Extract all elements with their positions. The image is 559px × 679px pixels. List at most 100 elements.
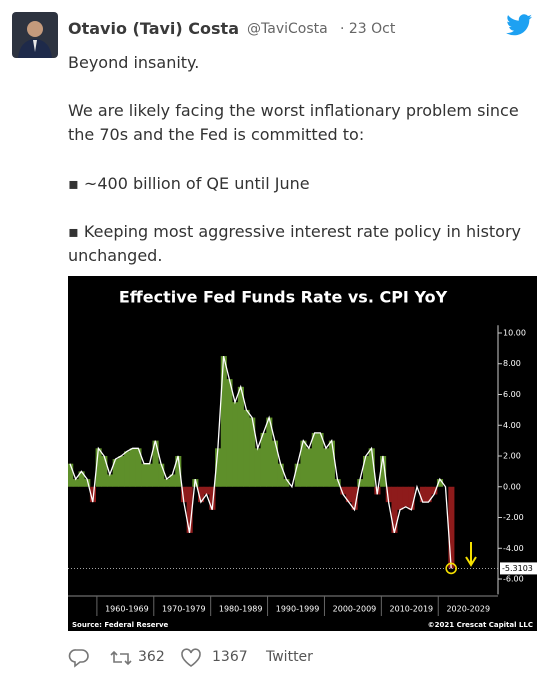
area-fill — [436, 479, 444, 487]
y-tick-label: 2.00 — [503, 452, 521, 461]
chart: Effective Fed Funds Rate vs. CPI YoY Sou… — [68, 276, 537, 631]
like-count: 1367 — [212, 649, 248, 665]
area-fill — [271, 440, 279, 487]
area-fill — [163, 479, 170, 487]
author[interactable]: Otavio (Tavi) Costa — [68, 19, 239, 38]
y-tick-label: 6.00 — [503, 390, 521, 399]
area-fill — [249, 417, 256, 487]
y-tick-label: 4.00 — [503, 421, 521, 430]
tweet-text: Beyond insanity. — [68, 53, 200, 72]
area-fill — [431, 486, 438, 495]
area-fill — [175, 456, 182, 487]
area-fill — [232, 402, 239, 487]
retweet-button[interactable] — [110, 648, 132, 668]
value-box — [500, 562, 537, 575]
value-label: -5.3103 — [502, 564, 533, 573]
area-fill — [215, 448, 222, 487]
area-fill — [340, 486, 347, 495]
area-fill — [328, 440, 335, 487]
arrow — [465, 542, 477, 567]
area-fill — [357, 479, 364, 487]
handle[interactable]: @TaviCosta — [247, 21, 328, 37]
area-fill — [180, 486, 188, 503]
area-fill — [391, 486, 398, 533]
area-fill — [317, 432, 324, 487]
area-fill — [186, 486, 193, 533]
y-tick-label: -6.00 — [503, 575, 524, 584]
area-fill — [101, 456, 108, 487]
area-fill — [141, 463, 148, 487]
area-fill — [135, 448, 142, 487]
y-tick-label: 0.00 — [503, 482, 521, 491]
source-link[interactable]: Twitter — [266, 649, 313, 665]
area-fill — [198, 486, 205, 503]
y-tick-label: -2.00 — [503, 513, 524, 522]
chart-title: Effective Fed Funds Rate vs. CPI YoY — [119, 288, 448, 307]
chart-copyright: ©2021 Crescat Capital LLC — [428, 621, 533, 629]
x-tick-label: 2020-2029 — [446, 605, 490, 614]
y-tick-label: -4.00 — [503, 544, 524, 553]
area-fill — [294, 463, 301, 487]
area-fill — [351, 486, 358, 510]
area-fill — [385, 486, 392, 503]
area-fill — [152, 440, 159, 487]
area-fill — [408, 486, 415, 510]
x-tick-label: 1960-1969 — [105, 605, 149, 614]
area-fill — [260, 432, 267, 487]
last-point — [445, 562, 457, 575]
retweet-count: 362 — [138, 649, 165, 665]
tweet-text: We are likely facing the worst inflation… — [68, 101, 519, 144]
area-fill — [277, 463, 284, 487]
area-fill — [334, 479, 341, 487]
avatar[interactable] — [12, 12, 58, 58]
area-fill — [226, 379, 233, 487]
area-fill — [243, 409, 250, 487]
x-tick-label: 1970-1979 — [162, 605, 206, 614]
line — [69, 355, 452, 569]
y-tick-label: 10.00 — [503, 328, 526, 337]
area-fill — [106, 474, 114, 487]
y-tick-label: 8.00 — [503, 359, 521, 368]
area-fill — [323, 448, 330, 487]
area-fill — [448, 486, 455, 569]
area-fill — [95, 448, 102, 487]
area-fill — [345, 486, 353, 503]
twitter-logo[interactable] — [506, 14, 532, 36]
area-fill — [419, 486, 426, 503]
area-fill — [68, 463, 74, 487]
area-fill — [146, 463, 153, 487]
area-fill — [78, 471, 85, 487]
area-fill — [300, 440, 307, 487]
x-tick-label: 1990-1999 — [276, 605, 320, 614]
area-fill — [112, 459, 119, 487]
area-fill — [283, 479, 290, 487]
area-fill — [311, 432, 318, 487]
area-fill — [266, 417, 273, 487]
area-fill — [402, 486, 409, 507]
area-fill — [124, 451, 131, 487]
area-fill — [425, 486, 432, 503]
area-fill — [380, 456, 387, 487]
area-fill — [203, 486, 210, 495]
area-fill — [237, 386, 244, 487]
area-fill — [129, 448, 136, 487]
date[interactable]: · 23 Oct — [340, 21, 396, 37]
area-fill — [118, 456, 125, 487]
area-fill — [158, 463, 165, 487]
x-tick-label: 2010-2019 — [390, 605, 434, 614]
area-fill — [254, 448, 261, 487]
area-fill — [209, 486, 216, 510]
tweet-text: ▪ Keeping most aggressive interest rate … — [68, 222, 522, 265]
area-fill — [84, 479, 91, 487]
area-fill — [368, 448, 375, 487]
area-fill — [306, 448, 313, 487]
area-fill — [72, 479, 79, 487]
area-fill — [362, 456, 370, 487]
area-fill — [169, 474, 176, 487]
chart-source: Source: Federal Reserve — [72, 621, 169, 629]
reply-button[interactable] — [68, 648, 90, 668]
like-button[interactable] — [180, 648, 202, 668]
x-tick-label: 1980-1989 — [219, 605, 263, 614]
tweet-text: ▪ ~400 billion of QE until June — [68, 174, 310, 193]
